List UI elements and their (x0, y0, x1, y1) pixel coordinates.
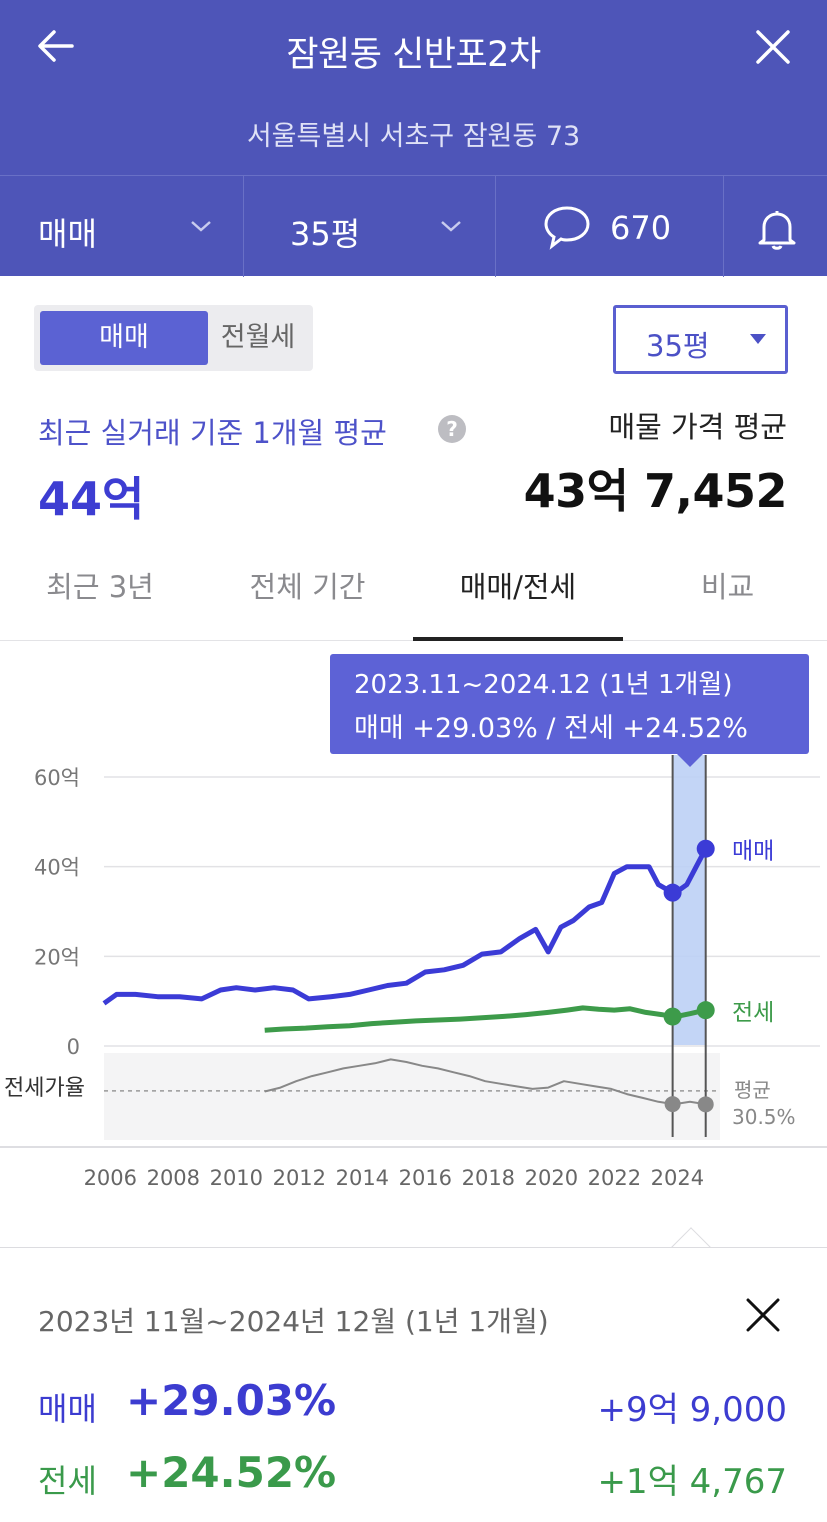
x-tick-label: 2006 (84, 1166, 137, 1190)
detail-label: 매매 (38, 1390, 97, 1428)
tooltip-pointer (676, 753, 704, 767)
caret-down-icon (750, 334, 766, 344)
bell-icon (758, 211, 796, 250)
series-marker (697, 1096, 714, 1113)
toggle-rent[interactable]: 전월세 (220, 322, 296, 353)
series-line-sale (102, 847, 708, 1006)
address: 서울특별시 서초구 잠원동 73 (246, 121, 581, 152)
detail-pct: +24.52% (126, 1448, 337, 1497)
tooltip-period: 2023.11~2024.12 (1년 1개월) (354, 670, 733, 700)
x-tick-label: 2010 (210, 1166, 263, 1190)
ratio-axis-label: 전세가율 (4, 1076, 85, 1101)
x-tick-label: 2014 (336, 1166, 389, 1190)
series-line-ratio (264, 1058, 706, 1106)
series-marker (696, 839, 715, 858)
listing-avg-label: 매물 가격 평균 (608, 410, 787, 444)
detail-row-rent: 전세 +24.52% +1억 4,767 (0, 1448, 827, 1504)
y-tick-label: 0 (67, 1035, 80, 1059)
trade-type-dropdown[interactable]: 매매 (0, 176, 244, 277)
filter-bar: 매매 35평 670 (0, 175, 827, 277)
y-tick-label: 60억 (34, 766, 80, 790)
series-marker (663, 883, 682, 902)
detail-label: 전세 (38, 1462, 97, 1500)
page-title: 잠원동 신반포2차 (286, 35, 541, 75)
x-tick-label: 2018 (462, 1166, 515, 1190)
series-line-rent (264, 1005, 707, 1033)
size-dropdown[interactable]: 35평 (244, 176, 496, 277)
series-marker (664, 1096, 681, 1113)
x-tick-label: 2022 (588, 1166, 641, 1190)
ratio-band (104, 1053, 720, 1140)
detail-row-sale: 매매 +29.03% +9억 9,000 (0, 1376, 827, 1432)
tooltip-change: 매매 +29.03% / 전세 +24.52% (354, 713, 748, 744)
back-button[interactable] (30, 22, 82, 74)
speech-bubble-icon (544, 206, 590, 250)
listing-avg-value: 43억 7,452 (523, 464, 788, 518)
size-select-label: 35평 (646, 329, 710, 363)
x-tick-label: 2024 (651, 1166, 704, 1190)
tab-all-period[interactable]: 전체 기간 (249, 570, 366, 604)
chevron-down-icon (191, 221, 211, 232)
size-label: 35평 (290, 215, 361, 253)
chevron-down-icon (441, 221, 461, 232)
back-arrow-icon (38, 30, 74, 62)
period-tabs: 최근 3년 전체 기간 매매/전세 비교 (0, 550, 827, 641)
range-tooltip: 2023.11~2024.12 (1년 1개월) 매매 +29.03% / 전세… (330, 654, 809, 754)
trade-type-label: 매매 (38, 215, 97, 253)
series-label-sale: 매매 (732, 839, 774, 865)
tab-sale-rent[interactable]: 매매/전세 (413, 550, 623, 641)
detail-amount: +1억 4,767 (597, 1462, 787, 1502)
close-icon[interactable] (744, 1296, 782, 1334)
tab-recent-3y[interactable]: 최근 3년 (46, 570, 154, 604)
detail-pct: +29.03% (126, 1376, 337, 1425)
y-tick-label: 20억 (34, 945, 80, 969)
svg-text:?: ? (446, 417, 458, 441)
series-marker (696, 1001, 715, 1020)
recent-avg-value: 44억 (38, 472, 145, 526)
size-select[interactable]: 35평 (613, 305, 788, 374)
close-icon (756, 30, 790, 64)
ratio-average-label: 평균 (734, 1078, 771, 1102)
highlight-range (672, 755, 706, 1045)
series-label-rent: 전세 (732, 1000, 774, 1026)
x-tick-label: 2016 (399, 1166, 452, 1190)
help-icon[interactable]: ? (437, 414, 467, 444)
detail-amount: +9억 9,000 (597, 1390, 787, 1430)
comments-button[interactable]: 670 (496, 176, 724, 277)
x-tick-label: 2008 (147, 1166, 200, 1190)
y-tick-label: 40억 (34, 856, 80, 880)
top-header: 잠원동 신반포2차 서울특별시 서초구 잠원동 73 매매 35평 670 (0, 0, 827, 277)
trade-toggle: 매매 전월세 (34, 305, 313, 371)
x-tick-label: 2020 (525, 1166, 578, 1190)
tab-compare[interactable]: 비교 (700, 570, 755, 604)
toggle-sale[interactable]: 매매 (40, 311, 208, 365)
comment-count: 670 (610, 209, 672, 247)
alarm-button[interactable] (724, 176, 827, 277)
range-detail-panel: 2023년 11월~2024년 12월 (1년 1개월) 매매 +29.03% … (0, 1247, 827, 1522)
series-marker (663, 1007, 682, 1026)
recent-avg-label: 최근 실거래 기준 1개월 평균 (38, 416, 387, 450)
detail-period: 2023년 11월~2024년 12월 (1년 1개월) (38, 1305, 549, 1338)
close-button[interactable] (748, 22, 800, 74)
x-tick-label: 2012 (273, 1166, 326, 1190)
ratio-average-value: 30.5% (732, 1105, 796, 1129)
